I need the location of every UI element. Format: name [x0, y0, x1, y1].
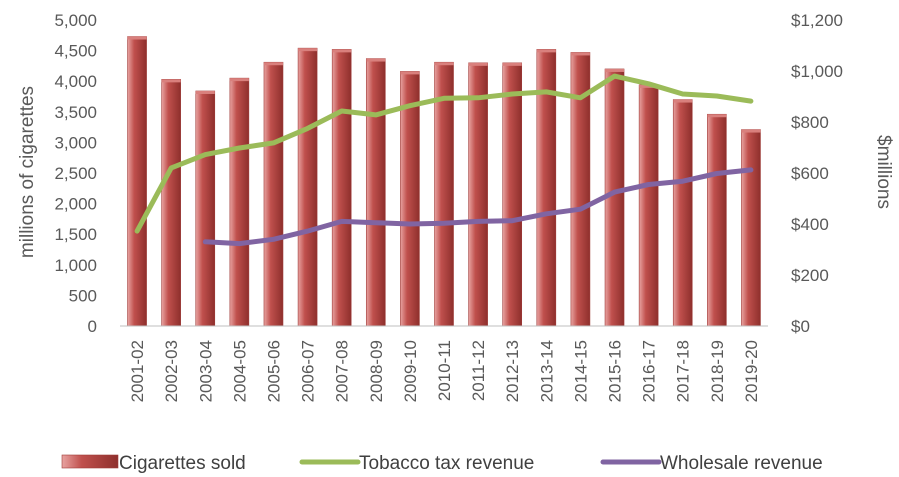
bar-cigarettes-sold: [331, 49, 352, 327]
x-tick-label: 2019-20: [742, 340, 761, 402]
left-tick-label: 3,000: [54, 133, 97, 152]
right-tick-label: $1,200: [791, 11, 843, 30]
x-tick-label: 2004-05: [230, 340, 249, 402]
bar-cigarettes-sold: [502, 62, 523, 327]
bar-cigarettes-sold: [741, 129, 761, 327]
bar-top-highlight: [468, 62, 488, 66]
legend-label-cigarettes-sold: Cigarettes sold: [119, 453, 246, 474]
bar-top-highlight: [195, 90, 215, 94]
x-tick-label: 2003-04: [196, 340, 215, 402]
bar-top-highlight: [332, 49, 352, 53]
line-series: [134, 73, 754, 247]
legend: Cigarettes sold Tobacco tax revenue Wholes…: [61, 453, 823, 474]
right-tick-label: $800: [791, 113, 829, 132]
bar-top-highlight: [366, 58, 386, 62]
bar-top-highlight: [434, 62, 454, 66]
bar-top-highlight: [263, 62, 283, 66]
bar-top-highlight: [229, 78, 249, 82]
bar-cigarettes-sold: [468, 62, 488, 327]
x-tick-label: 2017-18: [674, 340, 693, 402]
line-tobacco-tax-revenue: [134, 73, 754, 234]
bar-top-highlight: [127, 36, 147, 40]
left-tick-label: 1,500: [54, 225, 97, 244]
x-tick-label: 2014-15: [571, 340, 590, 402]
x-tick-label: 2002-03: [162, 340, 181, 402]
right-axis-title: $millions: [873, 135, 894, 209]
x-tick-label: 2016-17: [640, 340, 659, 402]
right-tick-label: $0: [791, 317, 810, 336]
bar-top-highlight: [161, 79, 181, 83]
right-axis-ticks: $0 $200 $400 $600 $800 $1,000 $1,200: [791, 11, 843, 336]
left-tick-label: 1,000: [54, 256, 97, 275]
left-tick-label: 2,000: [54, 195, 97, 214]
bar-cigarettes-sold: [672, 99, 693, 327]
bar-top-highlight: [570, 52, 590, 56]
legend-label-tobacco-tax-revenue: Tobacco tax revenue: [359, 453, 534, 474]
x-tick-label: 2015-16: [606, 340, 625, 402]
bar-cigarettes-sold: [263, 61, 284, 327]
line-wholesale-revenue: [202, 167, 754, 247]
bar-series: [127, 36, 761, 327]
x-tick-label: 2008-09: [367, 340, 386, 402]
x-tick-label: 2011-12: [469, 340, 488, 401]
x-tick-label: 2006-07: [299, 340, 318, 402]
left-tick-label: 4,000: [54, 72, 97, 91]
x-tick-label: 2018-19: [708, 340, 727, 402]
x-tick-label: 2001-02: [128, 340, 147, 402]
bar-cigarettes-sold: [638, 84, 659, 327]
x-tick-label: 2007-08: [333, 340, 352, 402]
left-tick-label: 0: [88, 317, 97, 336]
left-tick-label: 500: [69, 286, 97, 305]
x-tick-label: 2009-10: [401, 340, 420, 402]
right-tick-label: $1,000: [791, 62, 843, 81]
bar-top-highlight: [536, 49, 556, 53]
bar-cigarettes-sold: [297, 47, 318, 327]
bar-top-highlight: [400, 71, 420, 75]
bar-top-highlight: [298, 48, 318, 52]
x-tick-label: 2010-11: [435, 340, 454, 401]
right-tick-label: $400: [791, 215, 829, 234]
x-tick-label: 2013-14: [537, 340, 556, 402]
right-tick-label: $200: [791, 266, 829, 285]
bar-cigarettes-sold: [229, 77, 250, 327]
left-tick-label: 4,500: [54, 42, 97, 61]
bar-cigarettes-sold: [707, 113, 727, 327]
right-tick-label: $600: [791, 164, 829, 183]
legend-label-wholesale-revenue: Wholesale revenue: [660, 453, 823, 474]
legend-swatch-cigarettes-sold: [61, 454, 119, 469]
left-tick-label: 3,500: [54, 103, 97, 122]
bar-cigarettes-sold: [365, 58, 386, 327]
left-axis-title: millions of cigarettes: [17, 86, 38, 258]
x-axis-ticks: 2001-02 2002-03 2003-04 2004-05 2005-06 2006-…: [128, 340, 761, 402]
bar-top-highlight: [673, 99, 693, 103]
bar-cigarettes-sold: [161, 79, 181, 327]
bar-cigarettes-sold: [195, 90, 216, 327]
x-tick-label: 2012-13: [503, 340, 522, 402]
left-axis-ticks: 0 500 1,000 1,500 2,000 2,500 3,000 3,500 4,000 4…: [54, 11, 97, 336]
bar-cigarettes-sold: [127, 36, 147, 327]
bar-top-highlight: [502, 62, 522, 66]
x-tick-label: 2005-06: [264, 340, 283, 402]
bar-top-highlight: [707, 114, 727, 118]
left-tick-label: 2,500: [54, 164, 97, 183]
bar-top-highlight: [741, 129, 761, 133]
bar-top-highlight: [605, 68, 625, 72]
left-tick-label: 5,000: [54, 11, 97, 30]
